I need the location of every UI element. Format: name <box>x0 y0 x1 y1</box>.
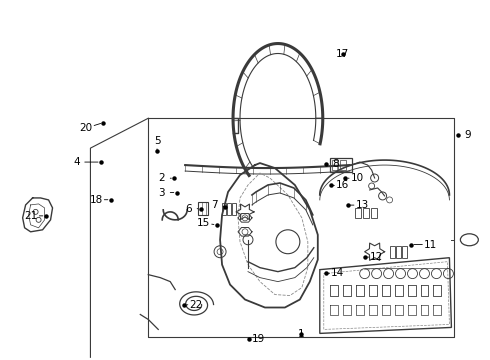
Text: 14: 14 <box>331 268 344 278</box>
Text: 15: 15 <box>197 218 210 228</box>
Text: 5: 5 <box>154 136 160 145</box>
Text: 8: 8 <box>332 159 339 169</box>
Bar <box>363 208 368 218</box>
Bar <box>332 160 338 170</box>
Text: 22: 22 <box>190 300 203 310</box>
Text: 6: 6 <box>186 204 192 214</box>
Bar <box>232 203 236 215</box>
Text: 13: 13 <box>356 200 369 210</box>
Bar <box>390 246 394 258</box>
Text: 9: 9 <box>464 130 470 140</box>
Bar <box>222 203 226 215</box>
Text: 1: 1 <box>298 329 304 339</box>
Bar <box>401 246 407 258</box>
Bar <box>330 158 352 172</box>
Text: 10: 10 <box>351 173 364 183</box>
Text: 18: 18 <box>89 195 102 205</box>
Bar <box>227 203 231 215</box>
Bar <box>340 160 346 170</box>
Text: 4: 4 <box>73 157 80 167</box>
Text: 3: 3 <box>159 188 165 198</box>
Bar <box>355 208 361 218</box>
Text: 7: 7 <box>211 200 218 210</box>
Text: 17: 17 <box>336 49 349 59</box>
Text: 12: 12 <box>370 252 384 262</box>
Text: 16: 16 <box>336 180 349 190</box>
Bar <box>370 208 377 218</box>
Text: 11: 11 <box>424 239 437 249</box>
Bar <box>198 202 208 215</box>
Text: 19: 19 <box>252 333 265 343</box>
Text: 21: 21 <box>24 211 38 221</box>
Text: 20: 20 <box>80 123 93 133</box>
Text: 2: 2 <box>159 173 165 183</box>
Bar <box>395 246 400 258</box>
